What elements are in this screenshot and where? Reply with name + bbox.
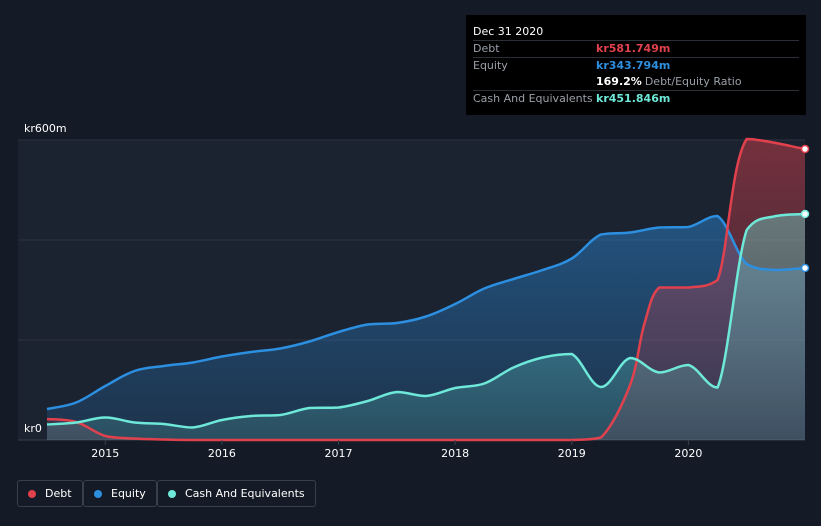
x-axis: 2015 2016 2017 2018 2019 2020 <box>91 440 702 460</box>
legend-label: Cash And Equivalents <box>185 487 305 500</box>
x-tick-label: 2016 <box>208 447 236 460</box>
line-debt <box>46 137 806 442</box>
legend-item-debt[interactable]: Debt <box>17 480 83 507</box>
legend-label: Debt <box>45 487 72 500</box>
y-tick-label: kr600m <box>24 122 67 135</box>
tooltip-date: Dec 31 2020 <box>473 25 544 38</box>
x-tick-label: 2018 <box>441 447 469 460</box>
tooltip-row-cash: Cash And Equivalents kr451.846m <box>473 90 799 107</box>
legend-dot-icon <box>28 489 36 498</box>
end-marker-equity <box>800 263 810 273</box>
legend-item-cash[interactable]: Cash And Equivalents <box>157 480 316 507</box>
y-axis: kr0 kr600m <box>24 122 67 435</box>
x-tick-label: 2017 <box>325 447 353 460</box>
end-markers <box>800 144 810 273</box>
series-lines <box>46 137 806 442</box>
line-equity <box>46 214 806 411</box>
legend-label: Equity <box>111 487 146 500</box>
tooltip-row-equity: Equity kr343.794m <box>473 57 799 74</box>
tooltip-row-debt: Debt kr581.749m <box>473 40 799 57</box>
tooltip-value: kr451.846m <box>596 92 671 105</box>
tooltip-label: Debt <box>473 42 500 55</box>
area-cash-and-equivalents <box>47 214 805 440</box>
end-marker-cash-and-equivalents <box>800 209 810 219</box>
tooltip-label: Cash And Equivalents <box>473 92 593 105</box>
x-tick-label: 2019 <box>558 447 586 460</box>
end-marker-debt <box>800 144 810 154</box>
tooltip-ratio-label: Debt/Equity Ratio <box>644 75 742 88</box>
tooltip-row-ratio: 169.2% Debt/Equity Ratio <box>473 74 799 90</box>
x-tick-label: 2015 <box>91 447 119 460</box>
area-fills <box>47 139 805 440</box>
x-tick-label: 2020 <box>674 447 702 460</box>
legend-item-equity[interactable]: Equity <box>83 480 157 507</box>
tooltip-value: kr343.794m <box>596 59 671 72</box>
tooltip-value: 169.2% <box>596 75 642 88</box>
tooltip-value: kr581.749m <box>596 42 671 55</box>
legend-dot-icon <box>168 489 176 498</box>
tooltip-panel: Dec 31 2020 Debt kr581.749m Equity kr343… <box>466 15 806 115</box>
y-tick-label: kr0 <box>24 422 42 435</box>
legend-dot-icon <box>94 489 102 498</box>
line-cash-and-equivalents <box>46 212 806 429</box>
tooltip-label: Equity <box>473 59 508 72</box>
